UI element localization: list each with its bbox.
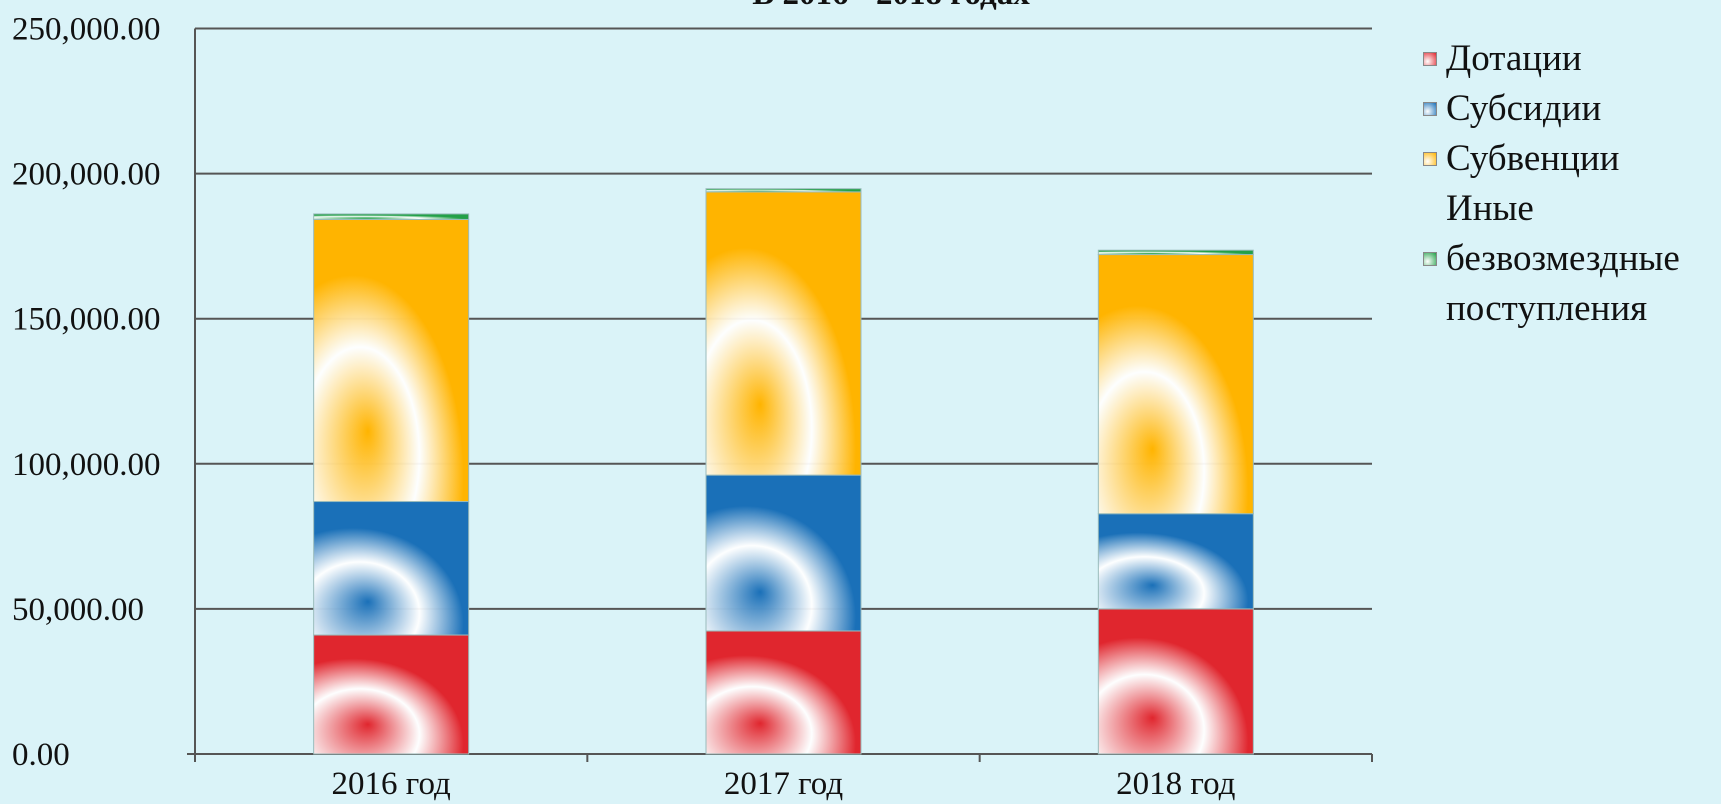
bar-segment (705, 191, 862, 476)
legend-swatch (1423, 102, 1437, 116)
legend-swatch (1423, 52, 1437, 66)
bar-segment (313, 218, 470, 503)
bar-segment (1097, 513, 1254, 610)
bar-segment (1097, 249, 1254, 256)
legend-item: Субвенции (1420, 134, 1720, 184)
y-tick-label: 100,000.00 (12, 447, 161, 483)
x-tick-label: 2016 год (332, 766, 452, 802)
bar-segment (313, 634, 470, 755)
legend-label: Иные безвозмездные поступления (1446, 188, 1680, 329)
legend-item: Дотации (1420, 34, 1720, 84)
legend-label: Субсидии (1446, 88, 1602, 129)
bar-segment (313, 213, 470, 220)
bar-segment (705, 630, 862, 755)
x-tick-label: 2017 год (724, 766, 844, 802)
legend-label: Дотации (1446, 38, 1582, 79)
legend-item: Иные безвозмездные поступления (1420, 184, 1720, 334)
legend: Дотации Субсидии Субвенции Иные безвозмездн… (1420, 34, 1720, 334)
chart-title: В 2016 - 2018 годах (752, 0, 1030, 12)
legend-label: Субвенции (1446, 138, 1620, 179)
bar-segment (705, 474, 862, 632)
x-tick-label: 2018 год (1116, 766, 1236, 802)
y-tick-label: 150,000.00 (12, 302, 161, 338)
y-tick-label: 0.00 (12, 737, 70, 773)
bar-segment (705, 188, 862, 193)
legend-swatch (1423, 252, 1437, 266)
bar-segment (313, 501, 470, 636)
bar-segment (1097, 254, 1254, 515)
legend-swatch (1423, 152, 1437, 166)
legend-item: Субсидии (1420, 84, 1720, 134)
y-tick-label: 250,000.00 (12, 12, 161, 48)
bar-segment (1097, 608, 1254, 755)
y-tick-label: 50,000.00 (12, 592, 144, 628)
y-tick-label: 200,000.00 (12, 157, 161, 193)
